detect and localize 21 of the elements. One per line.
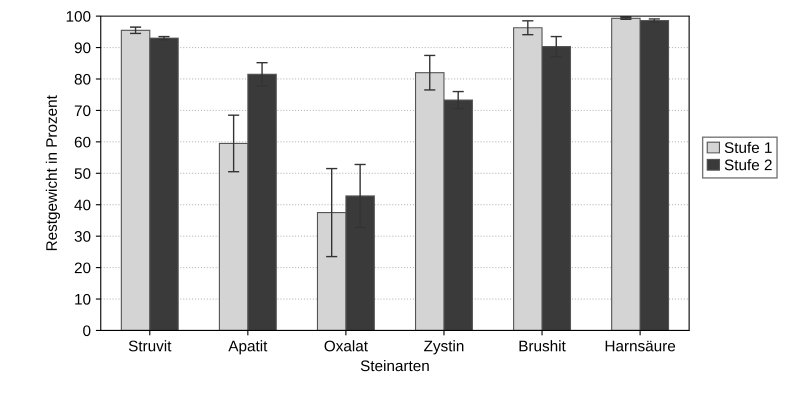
y-tick-label: 60 [74,136,90,148]
x-tick-label: Oxalat [324,340,368,352]
y-tick-label: 0 [83,325,90,336]
y-tick-label: 20 [74,262,90,274]
x-tick-label: Brushit [520,340,566,352]
y-tick-label: 70 [74,105,90,116]
y-axis-title: Restgewicht in Prozent [46,95,60,250]
x-axis-title: Steinarten [360,360,429,372]
y-tick-label: 100 [66,10,90,22]
x-tick-label: Harnsäure [606,340,676,352]
x-tick-label: Apatit [228,340,268,354]
legend-label: Stufe 2 [724,159,772,170]
x-tick-label: Zystin [424,340,464,354]
y-tick-label: 50 [74,168,90,179]
legend-label: Stufe 1 [724,142,772,154]
y-tick-label: 30 [74,231,90,242]
y-tick-label: 10 [75,294,90,305]
y-tick-label: 40 [74,200,90,210]
y-tick-label: 90 [74,42,90,54]
y-tick-label: 80 [74,74,90,85]
x-tick-label: Struvit [128,340,172,352]
